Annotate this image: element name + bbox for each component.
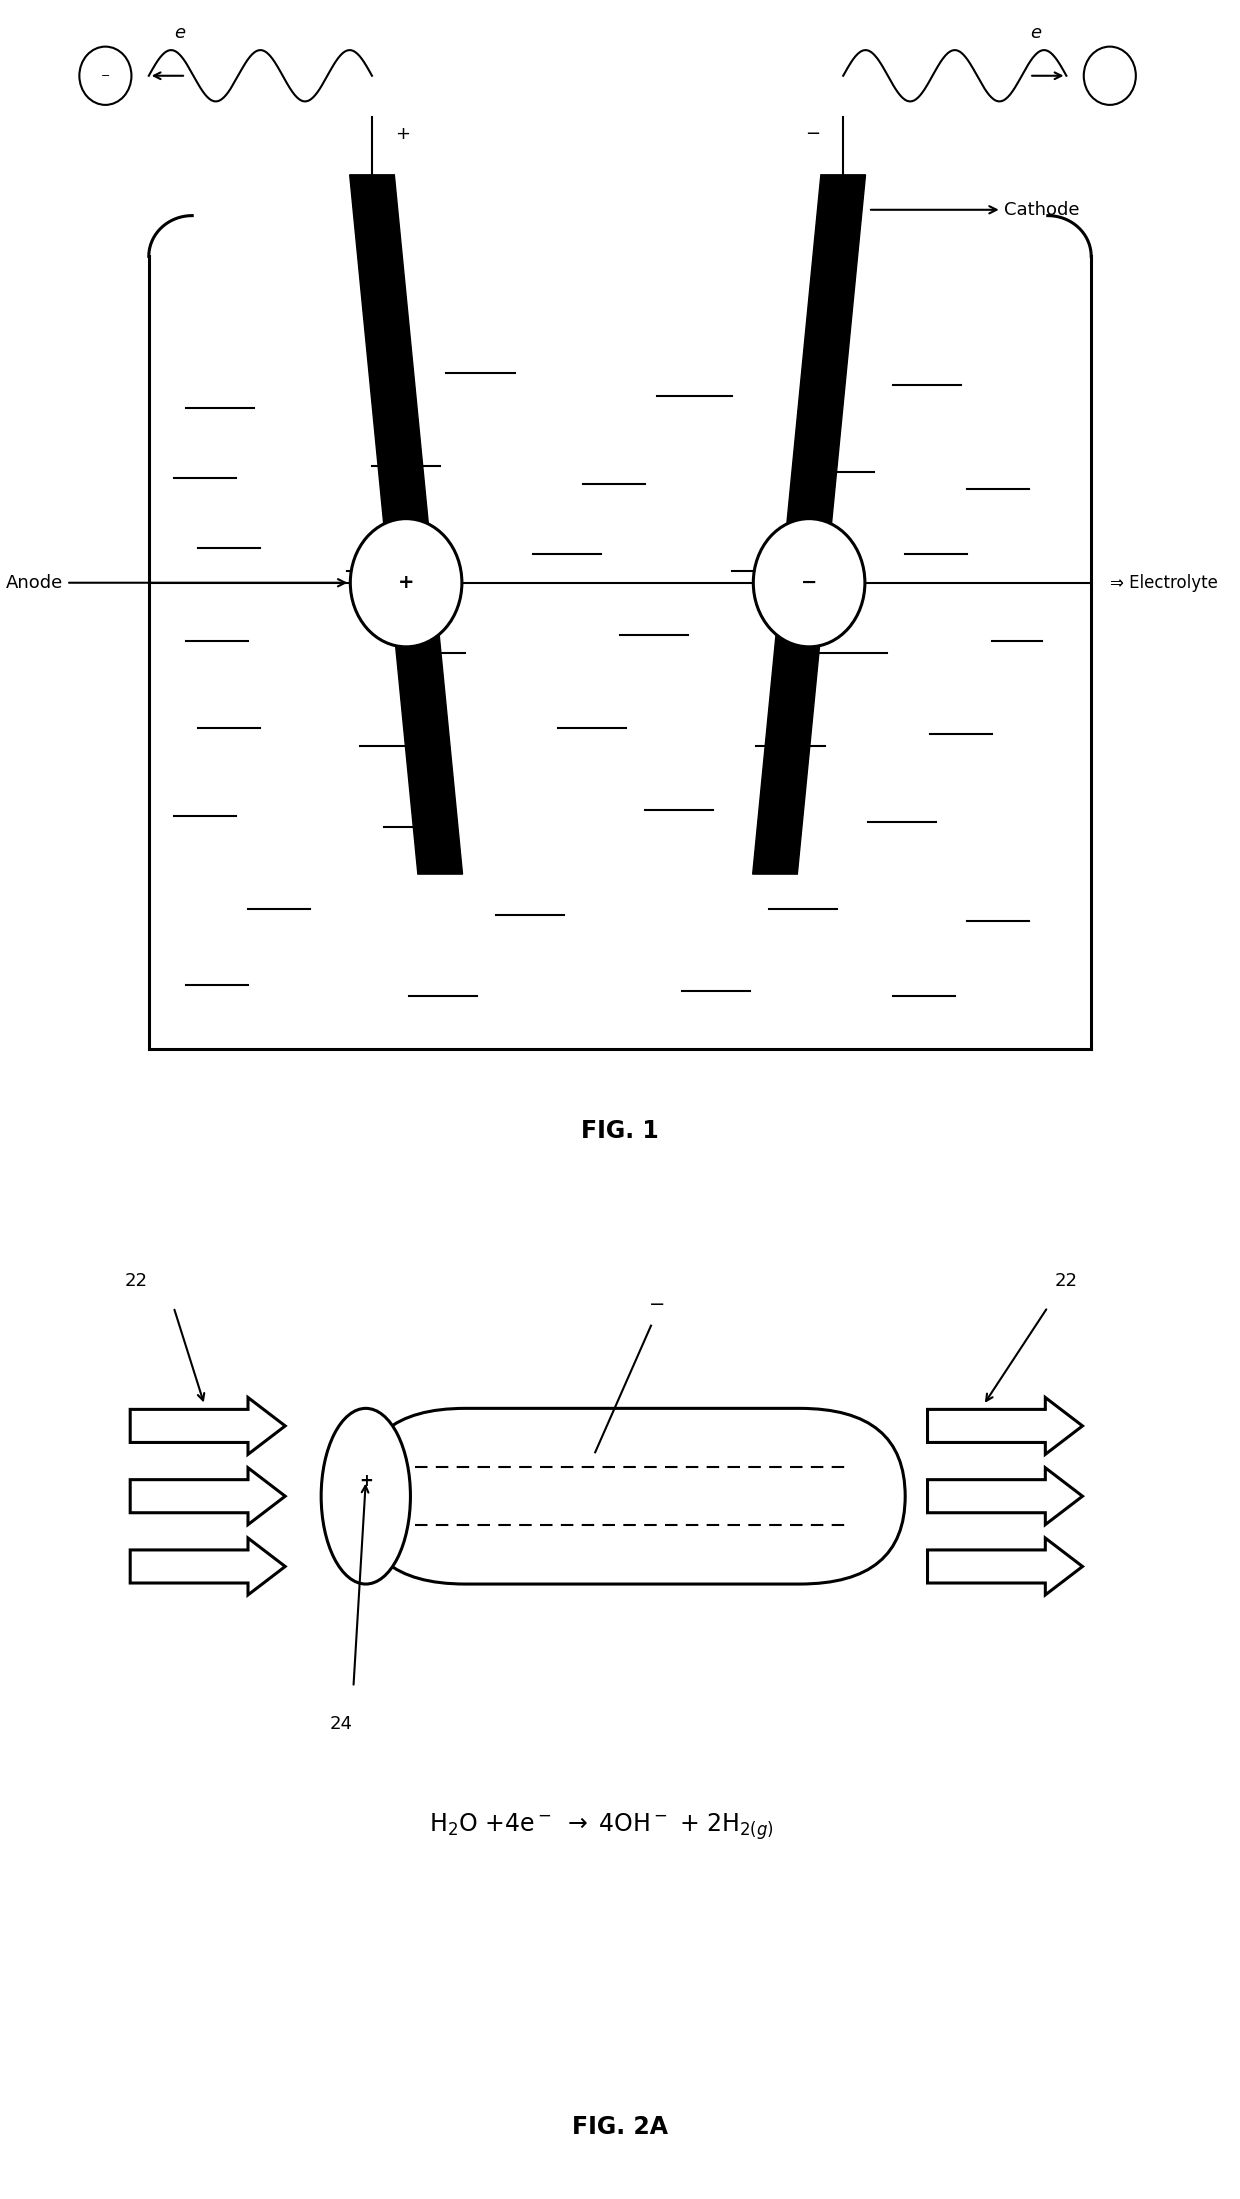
Text: FIG. 1: FIG. 1 [582,1119,658,1143]
Polygon shape [130,1537,285,1594]
Text: −: − [100,70,110,81]
Ellipse shape [321,1407,410,1583]
Text: FIG. 2A: FIG. 2A [572,2115,668,2140]
Text: 24: 24 [330,1715,352,1733]
Text: H$_2$O +4e$^-$ $\rightarrow$ 4OH$^-$ + 2H$_{2(g)}$: H$_2$O +4e$^-$ $\rightarrow$ 4OH$^-$ + 2… [429,1812,774,1843]
Text: −: − [649,1295,666,1315]
Text: −: − [805,125,820,143]
Text: +: + [398,574,414,592]
Ellipse shape [754,519,866,647]
Text: 22: 22 [1055,1273,1078,1291]
Text: Cathode: Cathode [870,200,1080,218]
Text: ⇒ Electrolyte: ⇒ Electrolyte [1110,574,1218,592]
Text: Anode: Anode [6,574,345,592]
Polygon shape [130,1467,285,1524]
Ellipse shape [1084,46,1136,106]
Polygon shape [928,1467,1083,1524]
Text: −: − [801,574,817,592]
Text: +: + [396,125,410,143]
Text: e: e [1030,24,1040,42]
Text: 22: 22 [125,1273,148,1291]
Polygon shape [928,1537,1083,1594]
Polygon shape [928,1399,1083,1454]
Polygon shape [130,1399,285,1454]
Text: e: e [175,24,185,42]
Text: +: + [358,1471,373,1489]
Ellipse shape [350,519,463,647]
Polygon shape [753,174,866,873]
Polygon shape [350,174,463,873]
Ellipse shape [79,46,131,106]
FancyBboxPatch shape [360,1407,905,1583]
